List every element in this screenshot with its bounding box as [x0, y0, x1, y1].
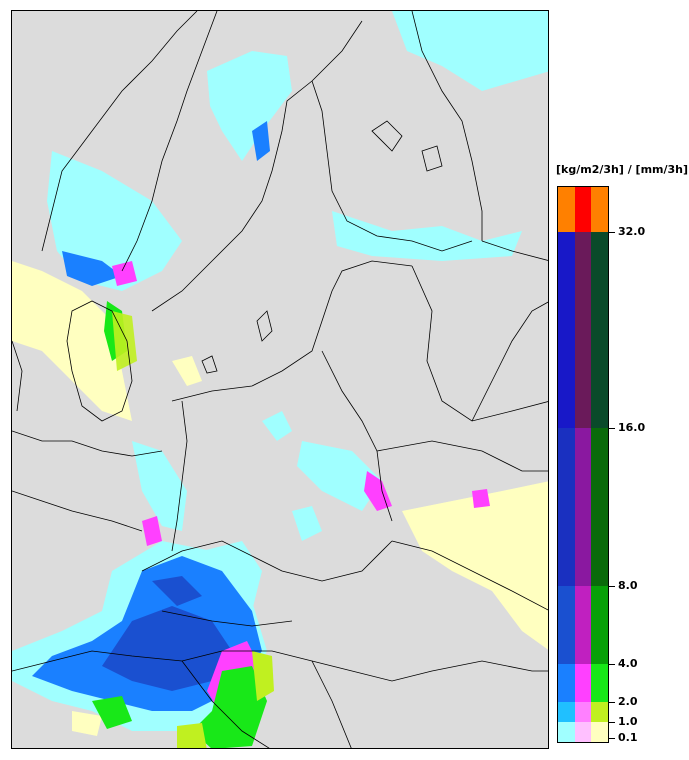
legend-band-1 [558, 232, 609, 428]
legend-swatch-2-0 [558, 428, 575, 586]
legend-tick-mark [609, 738, 615, 739]
legend-swatch-5-2 [591, 702, 609, 722]
legend-swatch-4-2 [591, 664, 609, 702]
legend-band-3 [558, 586, 609, 664]
legend-swatch-5-0 [558, 702, 575, 722]
legend-swatch-1-0 [558, 232, 575, 428]
legend-swatch-3-0 [558, 586, 575, 664]
legend-tick-mark [609, 586, 615, 587]
legend-band-2 [558, 428, 609, 586]
precipitation-map[interactable] [11, 10, 549, 749]
precip-dark-blue [102, 576, 232, 691]
legend-band-0 [558, 187, 609, 232]
legend-band-5 [558, 702, 609, 722]
legend-tick-label: 4.0 [618, 657, 638, 670]
legend-tick-mark [609, 722, 615, 723]
legend-tick-mark [609, 232, 615, 233]
legend-swatch-0-0 [558, 187, 575, 232]
legend-swatch-0-2 [591, 187, 609, 232]
legend-swatch-0-1 [574, 187, 592, 232]
precip-yellow-green [112, 311, 274, 748]
legend-tick-label: 16.0 [618, 421, 646, 434]
legend-swatch-1-1 [574, 232, 592, 428]
legend-swatch-1-2 [591, 232, 609, 428]
legend-swatch-3-2 [591, 586, 609, 664]
legend-tick-label: 32.0 [618, 225, 646, 238]
legend-band-6 [558, 722, 609, 742]
coastlines-and-borders [12, 11, 548, 748]
precipitation-legend [557, 186, 609, 743]
legend-swatch-6-0 [558, 722, 575, 742]
legend-tick-label: 8.0 [618, 579, 638, 592]
legend-swatch-2-2 [591, 428, 609, 586]
legend-tick-mark [609, 428, 615, 429]
precip-light-yellow [12, 261, 548, 736]
legend-swatch-4-0 [558, 664, 575, 702]
legend-swatch-5-1 [574, 702, 592, 722]
legend-swatch-3-1 [574, 586, 592, 664]
legend-swatch-6-1 [574, 722, 592, 742]
legend-tick-label: 2.0 [618, 695, 638, 708]
legend-band-4 [558, 664, 609, 702]
legend-tick-label: 1.0 [618, 715, 638, 728]
legend-tick-mark [609, 664, 615, 665]
legend-tick-mark [609, 702, 615, 703]
legend-swatch-2-1 [574, 428, 592, 586]
legend-swatch-4-1 [574, 664, 592, 702]
map-canvas [12, 11, 548, 748]
legend-tick-label: 0.1 [618, 731, 638, 744]
legend-swatch-6-2 [591, 722, 609, 742]
legend-unit-label: [kg/m2/3h] / [mm/3h] [556, 163, 689, 176]
